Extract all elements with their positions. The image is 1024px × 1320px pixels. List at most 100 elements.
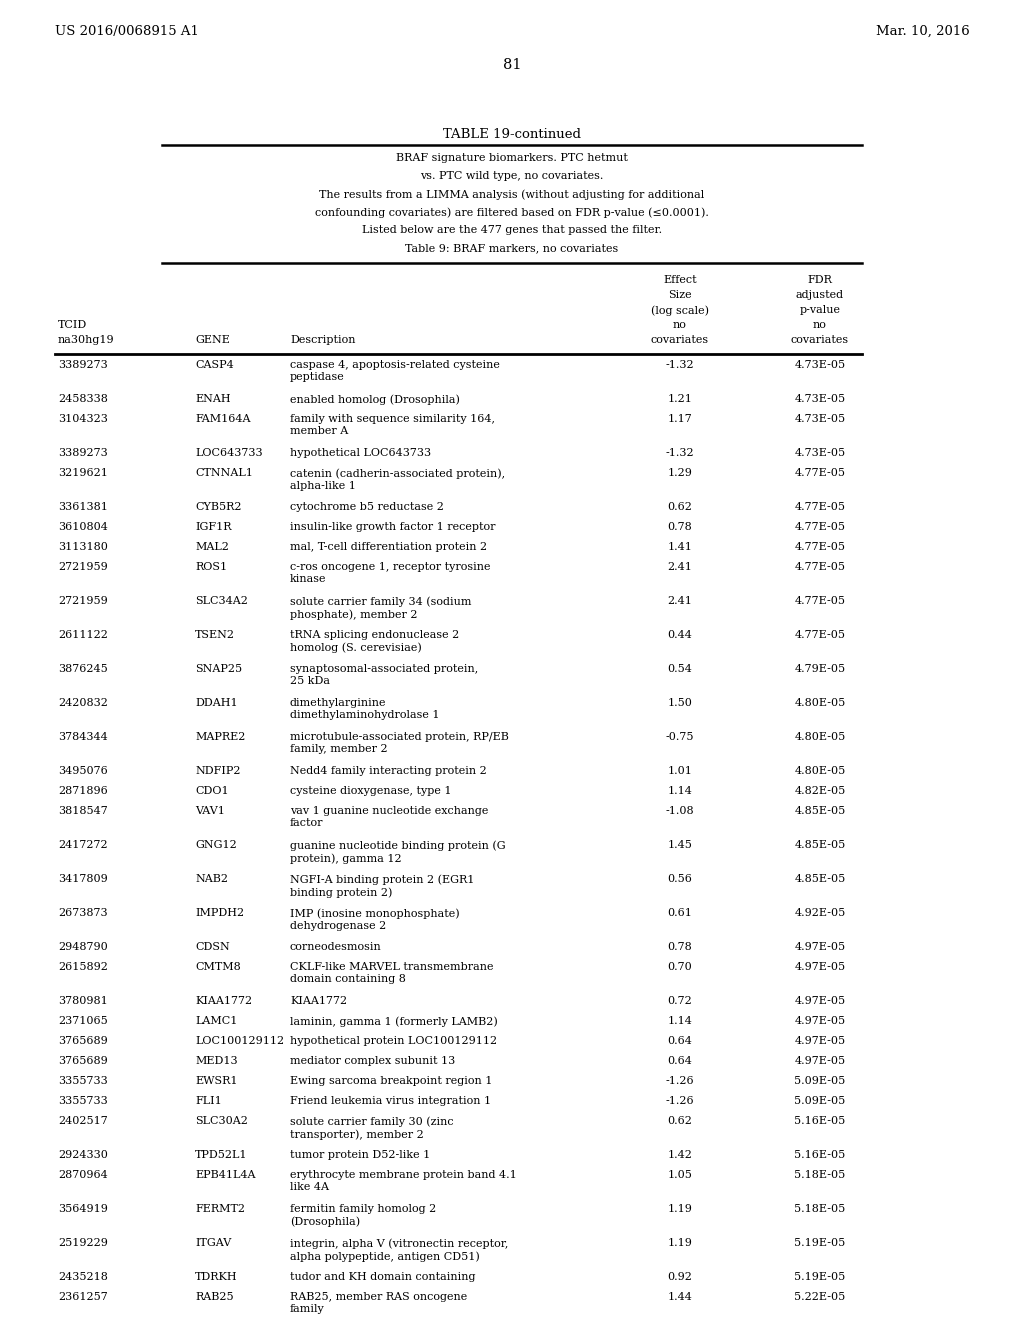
Text: TPD52L1: TPD52L1 xyxy=(195,1150,248,1160)
Text: FAM164A: FAM164A xyxy=(195,414,251,424)
Text: FERMT2: FERMT2 xyxy=(195,1204,245,1214)
Text: 5.09E-05: 5.09E-05 xyxy=(795,1076,846,1086)
Text: 3219621: 3219621 xyxy=(58,469,108,478)
Text: 2420832: 2420832 xyxy=(58,698,108,708)
Text: 0.92: 0.92 xyxy=(668,1272,692,1282)
Text: 0.44: 0.44 xyxy=(668,630,692,640)
Text: MAL2: MAL2 xyxy=(195,543,229,552)
Text: erythrocyte membrane protein band 4.1
like 4A: erythrocyte membrane protein band 4.1 li… xyxy=(290,1170,517,1192)
Text: 1.05: 1.05 xyxy=(668,1170,692,1180)
Text: 3564919: 3564919 xyxy=(58,1204,108,1214)
Text: 3104323: 3104323 xyxy=(58,414,108,424)
Text: enabled homolog (Drosophila): enabled homolog (Drosophila) xyxy=(290,393,460,404)
Text: p-value: p-value xyxy=(800,305,841,315)
Text: synaptosomal-associated protein,
25 kDa: synaptosomal-associated protein, 25 kDa xyxy=(290,664,478,686)
Text: 4.85E-05: 4.85E-05 xyxy=(795,807,846,816)
Text: CTNNAL1: CTNNAL1 xyxy=(195,469,253,478)
Text: 2611122: 2611122 xyxy=(58,630,108,640)
Text: hypothetical protein LOC100129112: hypothetical protein LOC100129112 xyxy=(290,1036,497,1045)
Text: 4.77E-05: 4.77E-05 xyxy=(795,502,846,512)
Text: corneodesmosin: corneodesmosin xyxy=(290,942,382,952)
Text: fermitin family homolog 2
(Drosophila): fermitin family homolog 2 (Drosophila) xyxy=(290,1204,436,1228)
Text: SLC30A2: SLC30A2 xyxy=(195,1115,248,1126)
Text: 3818547: 3818547 xyxy=(58,807,108,816)
Text: 2371065: 2371065 xyxy=(58,1016,108,1026)
Text: 2948790: 2948790 xyxy=(58,942,108,952)
Text: 1.01: 1.01 xyxy=(668,766,692,776)
Text: 1.41: 1.41 xyxy=(668,543,692,552)
Text: CMTM8: CMTM8 xyxy=(195,962,241,972)
Text: 2615892: 2615892 xyxy=(58,962,108,972)
Text: 2870964: 2870964 xyxy=(58,1170,108,1180)
Text: covariates: covariates xyxy=(651,335,709,345)
Text: 4.97E-05: 4.97E-05 xyxy=(795,942,846,952)
Text: BRAF signature biomarkers. PTC hetmut: BRAF signature biomarkers. PTC hetmut xyxy=(396,153,628,162)
Text: catenin (cadherin-associated protein),
alpha-like 1: catenin (cadherin-associated protein), a… xyxy=(290,469,505,491)
Text: microtubule-associated protein, RP/EB
family, member 2: microtubule-associated protein, RP/EB fa… xyxy=(290,733,509,755)
Text: 0.62: 0.62 xyxy=(668,502,692,512)
Text: 1.17: 1.17 xyxy=(668,414,692,424)
Text: 4.77E-05: 4.77E-05 xyxy=(795,562,846,572)
Text: 5.16E-05: 5.16E-05 xyxy=(795,1150,846,1160)
Text: 1.50: 1.50 xyxy=(668,698,692,708)
Text: adjusted: adjusted xyxy=(796,290,844,300)
Text: FDR: FDR xyxy=(808,275,833,285)
Text: CKLF-like MARVEL transmembrane
domain containing 8: CKLF-like MARVEL transmembrane domain co… xyxy=(290,962,494,985)
Text: 2361257: 2361257 xyxy=(58,1292,108,1302)
Text: Listed below are the 477 genes that passed the filter.: Listed below are the 477 genes that pass… xyxy=(361,224,663,235)
Text: dimethylarginine
dimethylaminohydrolase 1: dimethylarginine dimethylaminohydrolase … xyxy=(290,698,439,721)
Text: 1.21: 1.21 xyxy=(668,393,692,404)
Text: The results from a LIMMA analysis (without adjusting for additional: The results from a LIMMA analysis (witho… xyxy=(319,189,705,199)
Text: 2871896: 2871896 xyxy=(58,785,108,796)
Text: FLI1: FLI1 xyxy=(195,1096,222,1106)
Text: 5.18E-05: 5.18E-05 xyxy=(795,1170,846,1180)
Text: 3765689: 3765689 xyxy=(58,1056,108,1067)
Text: 0.62: 0.62 xyxy=(668,1115,692,1126)
Text: 5.18E-05: 5.18E-05 xyxy=(795,1204,846,1214)
Text: 3361381: 3361381 xyxy=(58,502,108,512)
Text: 2721959: 2721959 xyxy=(58,562,108,572)
Text: 3355733: 3355733 xyxy=(58,1096,108,1106)
Text: ENAH: ENAH xyxy=(195,393,230,404)
Text: Description: Description xyxy=(290,335,355,345)
Text: 4.85E-05: 4.85E-05 xyxy=(795,874,846,884)
Text: vs. PTC wild type, no covariates.: vs. PTC wild type, no covariates. xyxy=(420,172,604,181)
Text: 3389273: 3389273 xyxy=(58,360,108,370)
Text: 4.97E-05: 4.97E-05 xyxy=(795,1016,846,1026)
Text: Friend leukemia virus integration 1: Friend leukemia virus integration 1 xyxy=(290,1096,492,1106)
Text: RAB25: RAB25 xyxy=(195,1292,233,1302)
Text: 0.70: 0.70 xyxy=(668,962,692,972)
Text: KIAA1772: KIAA1772 xyxy=(195,997,252,1006)
Text: NDFIP2: NDFIP2 xyxy=(195,766,241,776)
Text: SLC34A2: SLC34A2 xyxy=(195,597,248,606)
Text: 0.61: 0.61 xyxy=(668,908,692,917)
Text: KIAA1772: KIAA1772 xyxy=(290,997,347,1006)
Text: confounding covariates) are filtered based on FDR p-value (≤0.0001).: confounding covariates) are filtered bas… xyxy=(315,207,709,218)
Text: -1.32: -1.32 xyxy=(666,360,694,370)
Text: 0.56: 0.56 xyxy=(668,874,692,884)
Text: Nedd4 family interacting protein 2: Nedd4 family interacting protein 2 xyxy=(290,766,486,776)
Text: RAB25, member RAS oncogene
family: RAB25, member RAS oncogene family xyxy=(290,1292,467,1315)
Text: guanine nucleotide binding protein (G
protein), gamma 12: guanine nucleotide binding protein (G pr… xyxy=(290,840,506,863)
Text: 4.77E-05: 4.77E-05 xyxy=(795,630,846,640)
Text: 4.97E-05: 4.97E-05 xyxy=(795,997,846,1006)
Text: 3355733: 3355733 xyxy=(58,1076,108,1086)
Text: 3113180: 3113180 xyxy=(58,543,108,552)
Text: 4.77E-05: 4.77E-05 xyxy=(795,543,846,552)
Text: 1.29: 1.29 xyxy=(668,469,692,478)
Text: 2435218: 2435218 xyxy=(58,1272,108,1282)
Text: 4.79E-05: 4.79E-05 xyxy=(795,664,846,675)
Text: -1.08: -1.08 xyxy=(666,807,694,816)
Text: cytochrome b5 reductase 2: cytochrome b5 reductase 2 xyxy=(290,502,443,512)
Text: 2924330: 2924330 xyxy=(58,1150,108,1160)
Text: solute carrier family 30 (zinc
transporter), member 2: solute carrier family 30 (zinc transport… xyxy=(290,1115,454,1139)
Text: 3765689: 3765689 xyxy=(58,1036,108,1045)
Text: 3876245: 3876245 xyxy=(58,664,108,675)
Text: 4.80E-05: 4.80E-05 xyxy=(795,698,846,708)
Text: 3780981: 3780981 xyxy=(58,997,108,1006)
Text: 0.78: 0.78 xyxy=(668,521,692,532)
Text: laminin, gamma 1 (formerly LAMB2): laminin, gamma 1 (formerly LAMB2) xyxy=(290,1016,498,1027)
Text: ITGAV: ITGAV xyxy=(195,1238,231,1247)
Text: LOC643733: LOC643733 xyxy=(195,447,262,458)
Text: 4.73E-05: 4.73E-05 xyxy=(795,393,846,404)
